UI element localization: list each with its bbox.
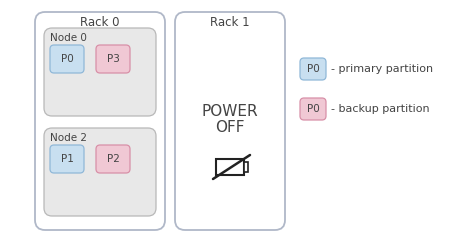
Text: P0: P0	[306, 104, 319, 114]
Text: Node 2: Node 2	[50, 133, 87, 143]
Text: OFF: OFF	[215, 121, 244, 136]
FancyBboxPatch shape	[50, 45, 84, 73]
Bar	[216, 159, 243, 175]
FancyBboxPatch shape	[174, 12, 285, 230]
Text: POWER: POWER	[201, 105, 258, 120]
FancyBboxPatch shape	[44, 128, 156, 216]
Text: - primary partition: - primary partition	[330, 64, 432, 74]
Text: P3: P3	[106, 54, 119, 64]
Text: P0: P0	[306, 64, 319, 74]
FancyBboxPatch shape	[96, 45, 130, 73]
Text: Rack 0: Rack 0	[80, 15, 119, 29]
Text: - backup partition: - backup partition	[330, 104, 429, 114]
FancyBboxPatch shape	[44, 28, 156, 116]
FancyBboxPatch shape	[50, 145, 84, 173]
FancyBboxPatch shape	[35, 12, 165, 230]
Text: P0: P0	[61, 54, 73, 64]
Text: P2: P2	[106, 154, 119, 164]
FancyBboxPatch shape	[96, 145, 130, 173]
FancyBboxPatch shape	[299, 58, 325, 80]
Bar	[243, 162, 247, 172]
FancyBboxPatch shape	[299, 98, 325, 120]
Text: Rack 1: Rack 1	[210, 15, 249, 29]
Text: P1: P1	[61, 154, 73, 164]
Text: Node 0: Node 0	[50, 33, 87, 43]
